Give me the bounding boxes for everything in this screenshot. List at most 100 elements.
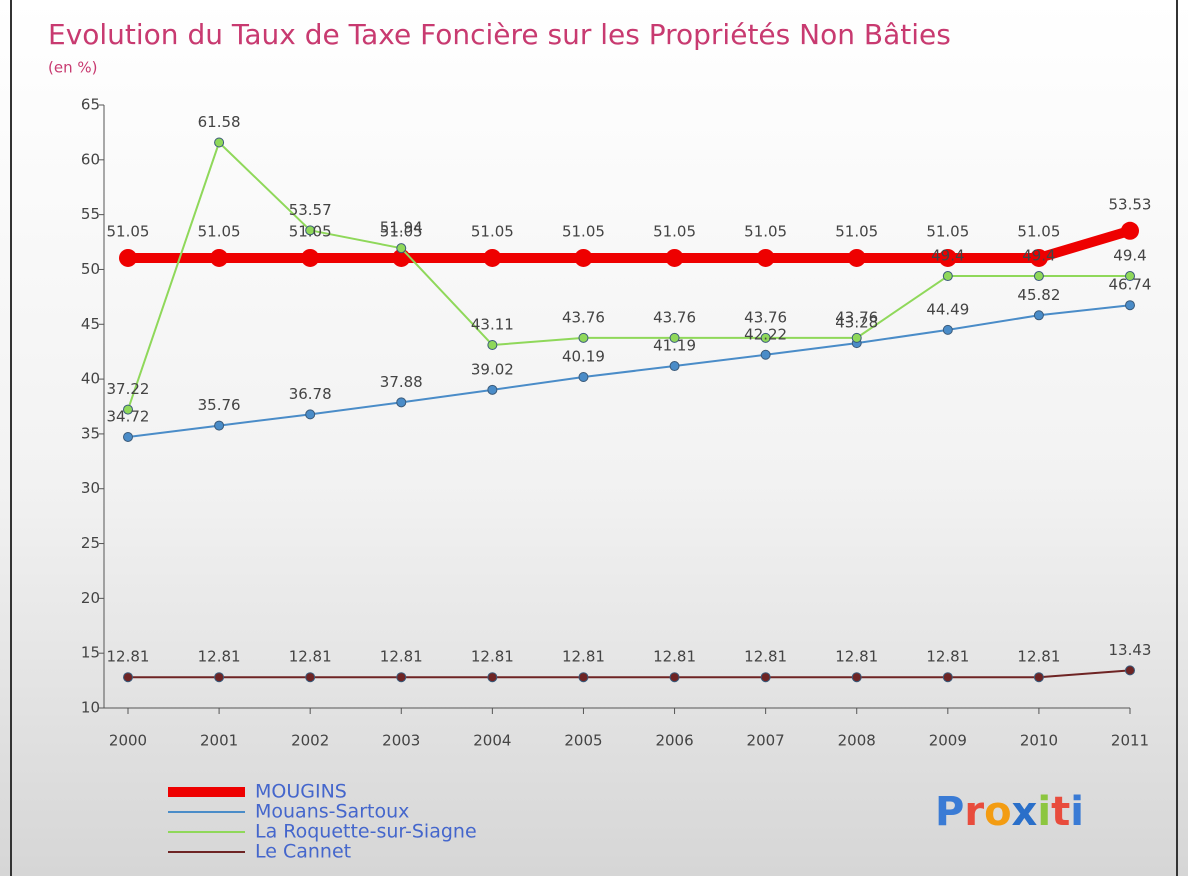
data-label: 12.81 xyxy=(107,648,150,666)
data-point xyxy=(669,361,680,372)
data-label: 43.76 xyxy=(835,308,878,326)
data-label: 34.72 xyxy=(107,407,150,425)
data-label: 12.81 xyxy=(289,648,332,666)
data-label: 51.05 xyxy=(289,222,332,240)
data-point xyxy=(1033,271,1044,282)
x-tick-label: 2005 xyxy=(564,732,602,750)
data-point xyxy=(301,248,320,267)
data-point xyxy=(942,271,953,282)
data-label: 49.4 xyxy=(1113,247,1146,265)
data-label: 12.81 xyxy=(562,648,605,666)
data-label: 51.94 xyxy=(380,219,423,237)
data-point xyxy=(1125,665,1135,676)
data-label: 51.05 xyxy=(744,222,787,240)
data-point xyxy=(942,672,953,683)
legend-label: Mouans-Sartoux xyxy=(255,801,409,823)
data-point xyxy=(305,225,316,236)
data-label: 51.05 xyxy=(1017,222,1060,240)
data-label: 46.74 xyxy=(1109,276,1152,294)
x-tick-label: 2003 xyxy=(382,732,420,750)
data-label: 51.05 xyxy=(380,222,423,240)
data-point xyxy=(396,397,407,408)
data-point xyxy=(123,431,133,442)
data-label: 43.28 xyxy=(835,314,878,332)
x-tick-label: 2009 xyxy=(929,732,967,750)
x-tick-label: 2011 xyxy=(1111,732,1149,750)
y-tick-label: 25 xyxy=(81,534,100,552)
data-point xyxy=(123,404,133,415)
series-line xyxy=(128,669,1131,679)
data-label: 35.76 xyxy=(198,396,241,414)
data-label: 44.49 xyxy=(926,300,969,318)
data-point xyxy=(851,332,862,343)
legend-label: La Roquette-sur-Siagne xyxy=(255,821,477,843)
data-label: 43.76 xyxy=(562,308,605,326)
series-line xyxy=(127,141,1130,410)
data-point xyxy=(1033,310,1044,321)
data-point xyxy=(396,243,407,254)
data-label: 43.11 xyxy=(471,315,514,333)
data-label: 51.05 xyxy=(562,222,605,240)
data-point xyxy=(578,332,589,343)
x-tick-label: 2004 xyxy=(473,732,511,750)
series-line xyxy=(128,225,1132,263)
data-point xyxy=(847,248,866,267)
y-tick-label: 30 xyxy=(81,479,100,497)
data-point xyxy=(760,672,771,683)
data-point xyxy=(487,384,498,395)
data-label: 37.88 xyxy=(380,373,423,391)
data-label: 12.81 xyxy=(926,648,969,666)
data-label: 49.4 xyxy=(1022,247,1055,265)
data-point xyxy=(396,672,407,683)
data-point xyxy=(578,672,589,683)
data-label: 53.57 xyxy=(289,201,332,219)
data-point xyxy=(942,324,953,335)
y-tick-label: 40 xyxy=(81,370,100,388)
x-tick-label: 2000 xyxy=(109,732,147,750)
data-label: 51.05 xyxy=(471,222,514,240)
data-label: 42.22 xyxy=(744,325,787,343)
data-label: 53.53 xyxy=(1109,195,1152,213)
data-point xyxy=(578,372,589,383)
data-label: 51.05 xyxy=(926,222,969,240)
y-tick-label: 65 xyxy=(81,96,100,114)
data-label: 36.78 xyxy=(289,385,332,403)
x-tick-label: 2006 xyxy=(655,732,693,750)
data-label: 43.76 xyxy=(744,308,787,326)
data-label: 51.05 xyxy=(107,222,150,240)
data-label: 45.82 xyxy=(1017,286,1060,304)
data-label: 61.58 xyxy=(198,113,241,131)
data-point xyxy=(938,248,957,267)
series-line xyxy=(127,304,1131,438)
data-point xyxy=(756,248,775,267)
data-label: 12.81 xyxy=(744,648,787,666)
data-label: 41.19 xyxy=(653,337,696,355)
chart-title: Evolution du Taux de Taxe Foncière sur l… xyxy=(48,18,951,51)
logo: Proxiti xyxy=(935,789,1084,835)
data-point xyxy=(851,672,862,683)
y-tick-label: 20 xyxy=(81,589,100,607)
data-label: 40.19 xyxy=(562,348,605,366)
data-label: 12.81 xyxy=(380,648,423,666)
y-tick-label: 50 xyxy=(81,260,100,278)
data-point xyxy=(214,672,225,683)
data-point xyxy=(119,248,137,267)
data-point xyxy=(1121,221,1139,240)
data-label: 12.81 xyxy=(835,648,878,666)
data-point xyxy=(1125,271,1135,282)
data-label: 12.81 xyxy=(198,648,241,666)
data-point xyxy=(669,332,680,343)
data-label: 12.81 xyxy=(653,648,696,666)
data-point xyxy=(487,339,498,350)
data-point xyxy=(760,332,771,343)
x-tick-label: 2008 xyxy=(838,732,876,750)
y-tick-label: 35 xyxy=(81,424,100,442)
data-label: 39.02 xyxy=(471,360,514,378)
y-tick-label: 45 xyxy=(81,315,100,333)
data-point xyxy=(483,248,502,267)
data-point xyxy=(1033,672,1044,683)
data-label: 49.4 xyxy=(931,247,964,265)
data-point xyxy=(305,672,316,683)
